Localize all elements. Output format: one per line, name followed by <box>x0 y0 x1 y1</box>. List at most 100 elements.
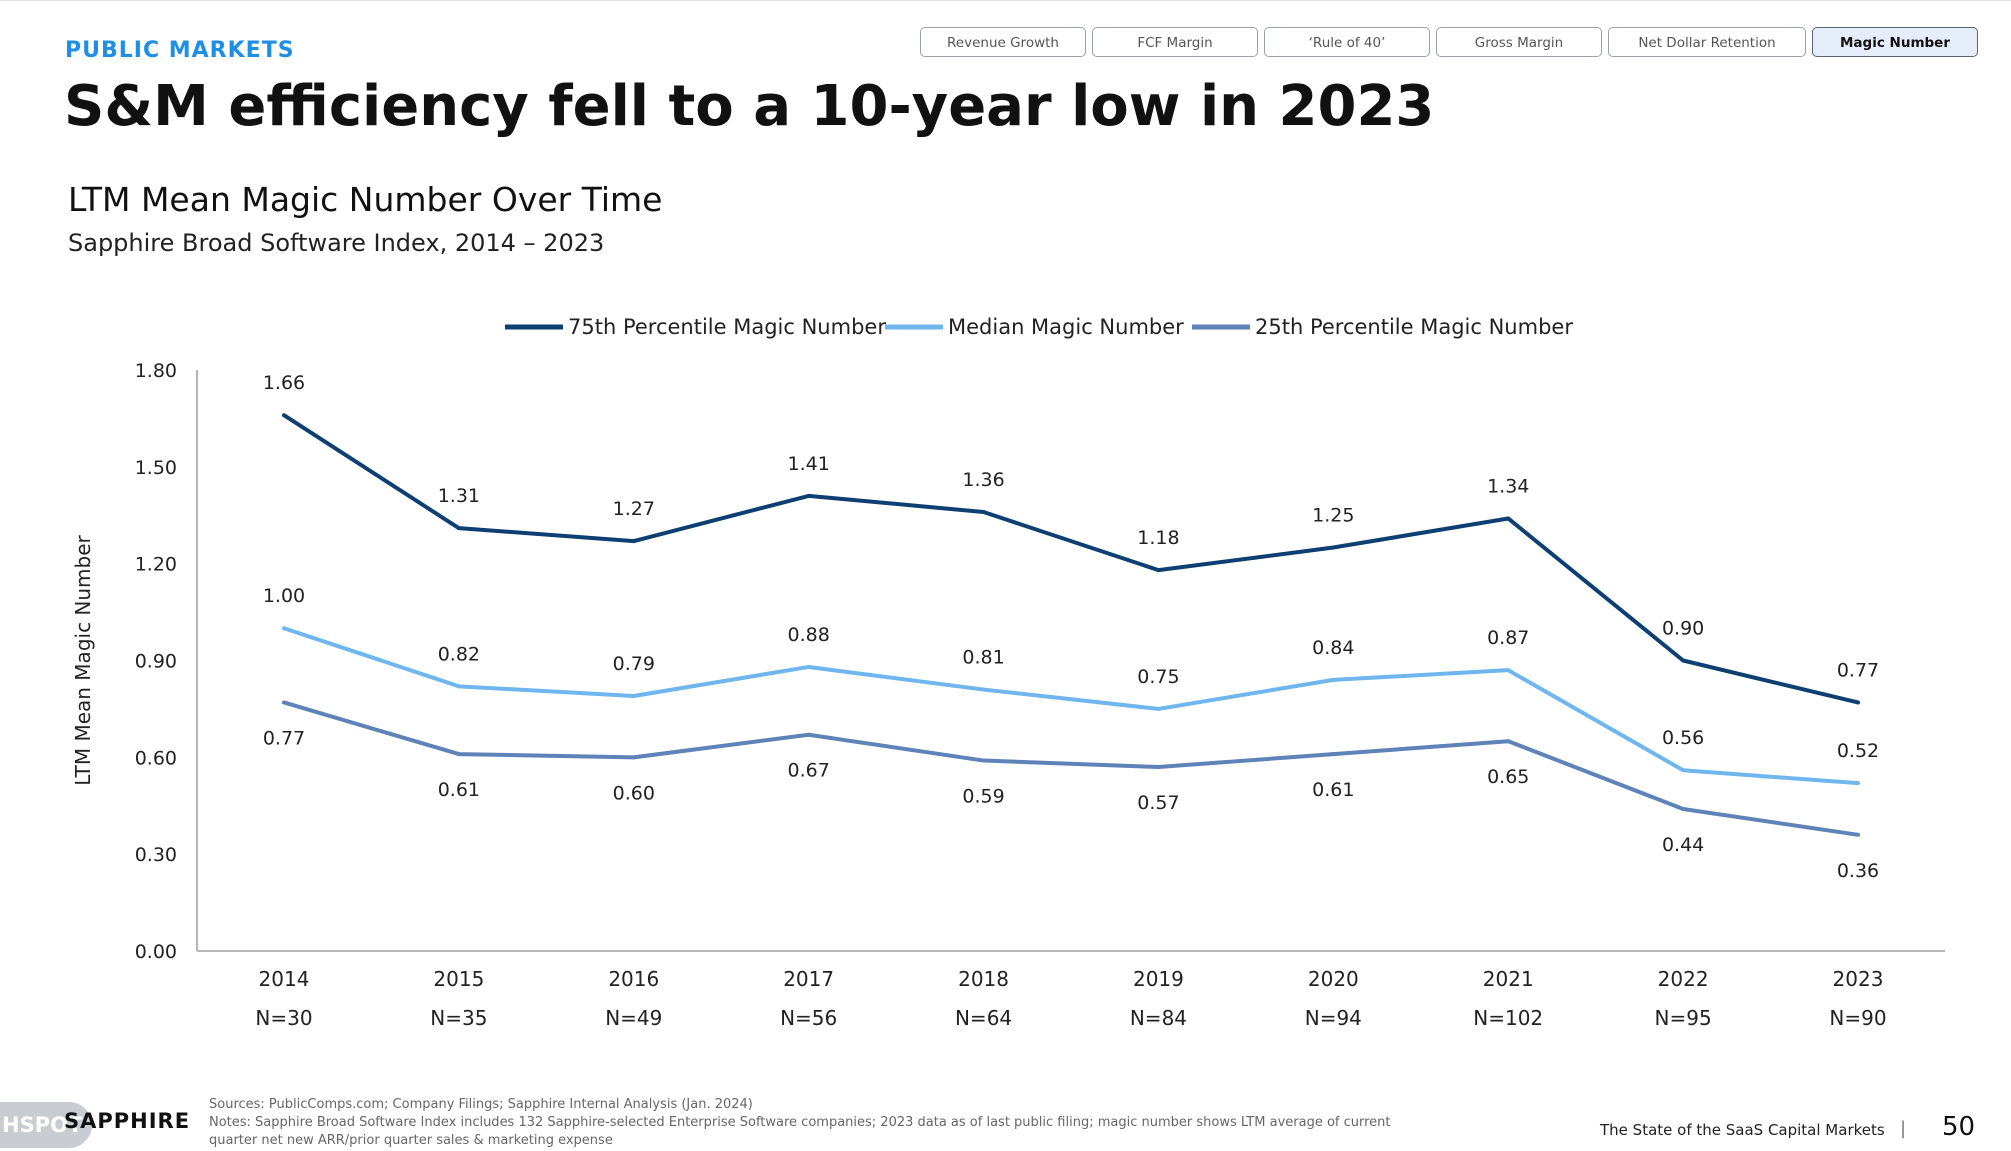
data-label: 0.90 <box>1662 618 1704 640</box>
x-tick-label: 2015 <box>433 967 484 991</box>
data-point <box>1681 768 1686 773</box>
x-tick-label: 2023 <box>1833 967 1884 991</box>
series-line <box>283 626 1859 786</box>
data-label: 0.79 <box>613 653 655 675</box>
y-axis-title: LTM Mean Magic Number <box>71 534 95 785</box>
chart-title: LTM Mean Magic Number Over Time <box>68 180 663 219</box>
data-label: 0.61 <box>1312 779 1354 801</box>
sample-size-label: N=90 <box>1829 1006 1886 1030</box>
data-point <box>1506 668 1511 673</box>
sponsor-logo-badge: HSPOT <box>0 1102 92 1148</box>
tab-magic-number[interactable]: Magic Number <box>1812 27 1978 57</box>
y-tick-label: 1.20 <box>135 554 177 576</box>
tab-gross-margin[interactable]: Gross Margin <box>1436 27 1602 57</box>
data-point <box>631 694 636 699</box>
y-tick-label: 0.00 <box>135 941 177 963</box>
data-point <box>806 732 811 737</box>
data-point <box>631 539 636 544</box>
sample-size-label: N=84 <box>1130 1006 1187 1030</box>
notes-text-line-2: quarter net new ARR/prior quarter sales … <box>209 1133 613 1148</box>
data-label: 0.61 <box>438 779 480 801</box>
series-line <box>282 413 1859 705</box>
data-label: 0.84 <box>1312 637 1354 659</box>
data-point <box>282 626 286 631</box>
data-point <box>1156 765 1161 770</box>
x-tick-label: 2022 <box>1658 967 1709 991</box>
data-point <box>282 700 286 705</box>
report-title: The State of the SaaS Capital Markets <box>1600 1121 1885 1139</box>
sample-size-label: N=35 <box>430 1006 487 1030</box>
data-label: 0.56 <box>1662 727 1704 749</box>
legend-label: 75th Percentile Magic Number <box>568 315 886 339</box>
sample-size-label: N=56 <box>780 1006 837 1030</box>
data-label: 1.18 <box>1137 527 1179 549</box>
data-point <box>456 526 461 531</box>
data-point <box>981 687 986 692</box>
data-point <box>1856 700 1860 705</box>
data-label: 0.77 <box>263 727 305 749</box>
data-label: 0.75 <box>1137 666 1179 688</box>
x-tick-label: 2021 <box>1483 967 1534 991</box>
data-point <box>1506 739 1511 744</box>
data-point <box>1506 516 1511 521</box>
data-point <box>1856 832 1860 837</box>
y-tick-label: 0.90 <box>135 651 177 673</box>
sample-size-label: N=94 <box>1305 1006 1362 1030</box>
legend-label: Median Magic Number <box>948 315 1184 339</box>
data-point <box>456 684 461 689</box>
y-tick-label: 1.80 <box>135 360 177 382</box>
data-label: 0.77 <box>1837 659 1879 681</box>
sample-size-label: N=64 <box>955 1006 1012 1030</box>
data-label: 1.25 <box>1312 505 1354 527</box>
tab-fcf-margin[interactable]: FCF Margin <box>1092 27 1258 57</box>
tab-rule-of-40[interactable]: ‘Rule of 40’ <box>1264 27 1430 57</box>
y-tick-label: 0.30 <box>135 844 177 866</box>
data-label: 1.66 <box>263 372 305 394</box>
x-tick-label: 2014 <box>259 967 310 991</box>
data-label: 0.44 <box>1662 834 1704 856</box>
data-point <box>1856 781 1860 786</box>
footer-separator: | <box>1900 1118 1907 1139</box>
data-point <box>1681 658 1686 663</box>
data-label: 1.34 <box>1487 475 1529 497</box>
sample-size-label: N=102 <box>1473 1006 1543 1030</box>
data-label: 1.31 <box>438 485 480 507</box>
data-label: 0.60 <box>613 782 655 804</box>
x-tick-label: 2016 <box>608 967 659 991</box>
page-headline: S&M efficiency fell to a 10-year low in … <box>64 74 1435 139</box>
section-label: PUBLIC MARKETS <box>65 38 295 63</box>
data-label: 0.57 <box>1137 792 1179 814</box>
data-point <box>1331 752 1336 757</box>
data-point <box>456 752 461 757</box>
data-point <box>1156 706 1161 711</box>
data-label: 1.36 <box>962 469 1004 491</box>
data-label: 0.65 <box>1487 766 1529 788</box>
data-label: 0.87 <box>1487 627 1529 649</box>
tab-revenue-growth[interactable]: Revenue Growth <box>920 27 1086 57</box>
data-point <box>631 755 636 760</box>
data-label: 0.88 <box>788 624 830 646</box>
sources-text: Sources: PublicComps.com; Company Filing… <box>209 1097 753 1112</box>
data-point <box>1331 677 1336 682</box>
data-label: 1.27 <box>613 498 655 520</box>
data-point <box>981 510 986 515</box>
sample-size-label: N=49 <box>605 1006 662 1030</box>
data-label: 0.59 <box>962 786 1004 808</box>
x-tick-label: 2018 <box>958 967 1009 991</box>
footer-notes: Sources: PublicComps.com; Company Filing… <box>209 1096 1489 1150</box>
series-line <box>283 700 1859 837</box>
x-tick-label: 2017 <box>783 967 834 991</box>
tab-net-dollar-retention[interactable]: Net Dollar Retention <box>1608 27 1806 57</box>
top-divider <box>0 0 2011 1</box>
data-point <box>806 493 811 498</box>
y-tick-label: 0.60 <box>135 747 177 769</box>
data-label: 1.00 <box>263 585 305 607</box>
page-number: 50 <box>1942 1112 1976 1142</box>
brand-logo: SAPPHIRE <box>64 1109 191 1133</box>
data-point <box>1681 806 1686 811</box>
data-point <box>1156 568 1161 573</box>
chart-subtitle: Sapphire Broad Software Index, 2014 – 20… <box>68 229 605 257</box>
x-tick-label: 2019 <box>1133 967 1184 991</box>
metric-tabs: Revenue Growth FCF Margin ‘Rule of 40’ G… <box>920 27 1978 57</box>
